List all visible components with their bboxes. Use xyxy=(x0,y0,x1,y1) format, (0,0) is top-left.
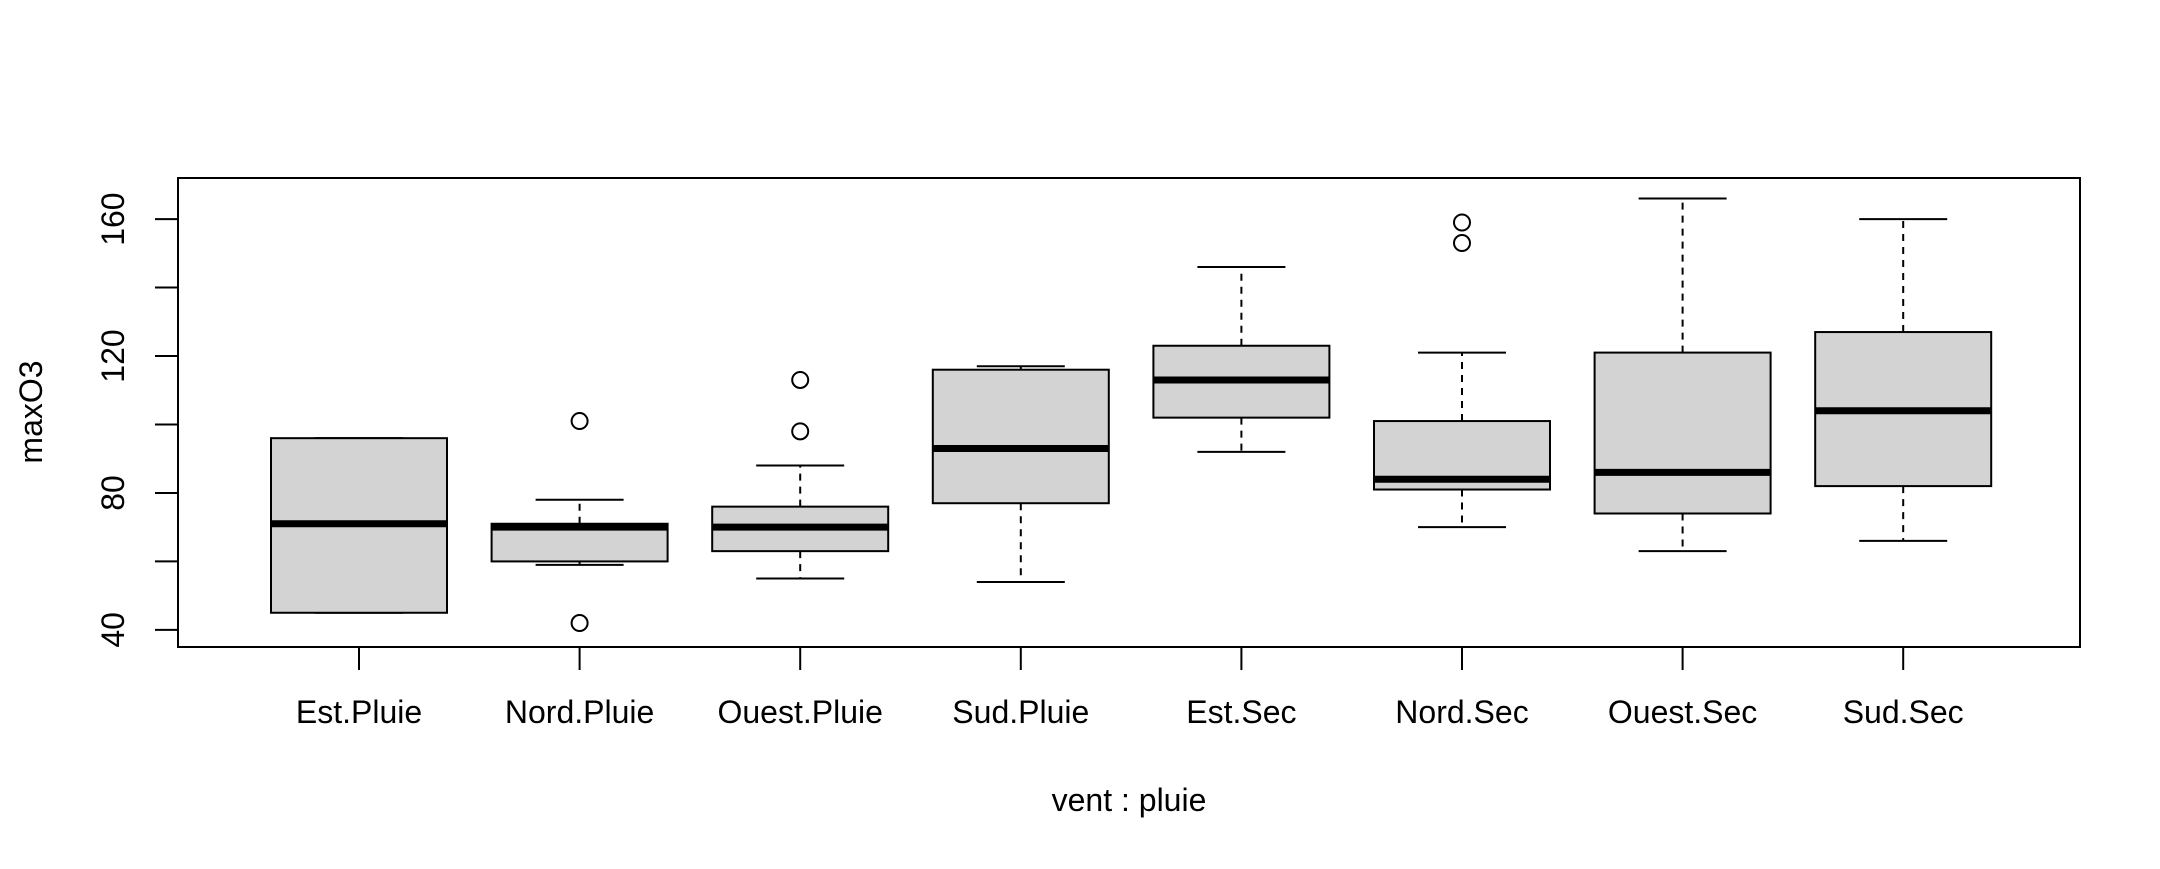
box-6 xyxy=(1593,197,1772,553)
outlier-point xyxy=(570,412,589,431)
x-tick-label: Ouest.Sec xyxy=(1608,694,1757,730)
outlier-point xyxy=(1453,213,1471,232)
x-axis: Est.Pluie Nord.Pluie Ouest.Pluie Sud.Pluie E… xyxy=(296,647,1964,730)
outlier-point xyxy=(570,614,589,633)
y-tick-label: 160 xyxy=(95,192,131,245)
box-4 xyxy=(1152,266,1331,453)
outlier-point xyxy=(791,370,810,389)
y-tick-label: 120 xyxy=(95,329,131,382)
x-tick-label: Est.Pluie xyxy=(296,694,422,730)
y-tick-label: 80 xyxy=(95,475,131,511)
box-0 xyxy=(270,437,448,614)
box-7 xyxy=(1814,218,1993,542)
box-2 xyxy=(711,370,890,580)
y-tick-label: 40 xyxy=(95,612,131,648)
box-5 xyxy=(1373,213,1551,529)
box-1 xyxy=(490,412,669,633)
y-axis: 40 80 120 160 xyxy=(95,192,179,648)
x-axis-title: vent : pluie xyxy=(1052,782,1207,818)
x-tick-label: Est.Sec xyxy=(1186,694,1296,730)
box-rect xyxy=(1593,351,1772,515)
box-3 xyxy=(931,365,1110,583)
x-tick-label: Nord.Sec xyxy=(1395,694,1528,730)
x-tick-label: Ouest.Pluie xyxy=(717,694,882,730)
x-tick-label: Sud.Sec xyxy=(1843,694,1964,730)
y-axis-title: maxO3 xyxy=(13,360,49,463)
plot-layer xyxy=(270,197,1993,633)
outlier-point xyxy=(791,422,810,441)
box-rect xyxy=(931,368,1110,505)
outlier-point xyxy=(1453,234,1471,253)
plot-frame xyxy=(177,177,2081,648)
x-tick-label: Sud.Pluie xyxy=(952,694,1089,730)
x-tick-label: Nord.Pluie xyxy=(505,694,654,730)
